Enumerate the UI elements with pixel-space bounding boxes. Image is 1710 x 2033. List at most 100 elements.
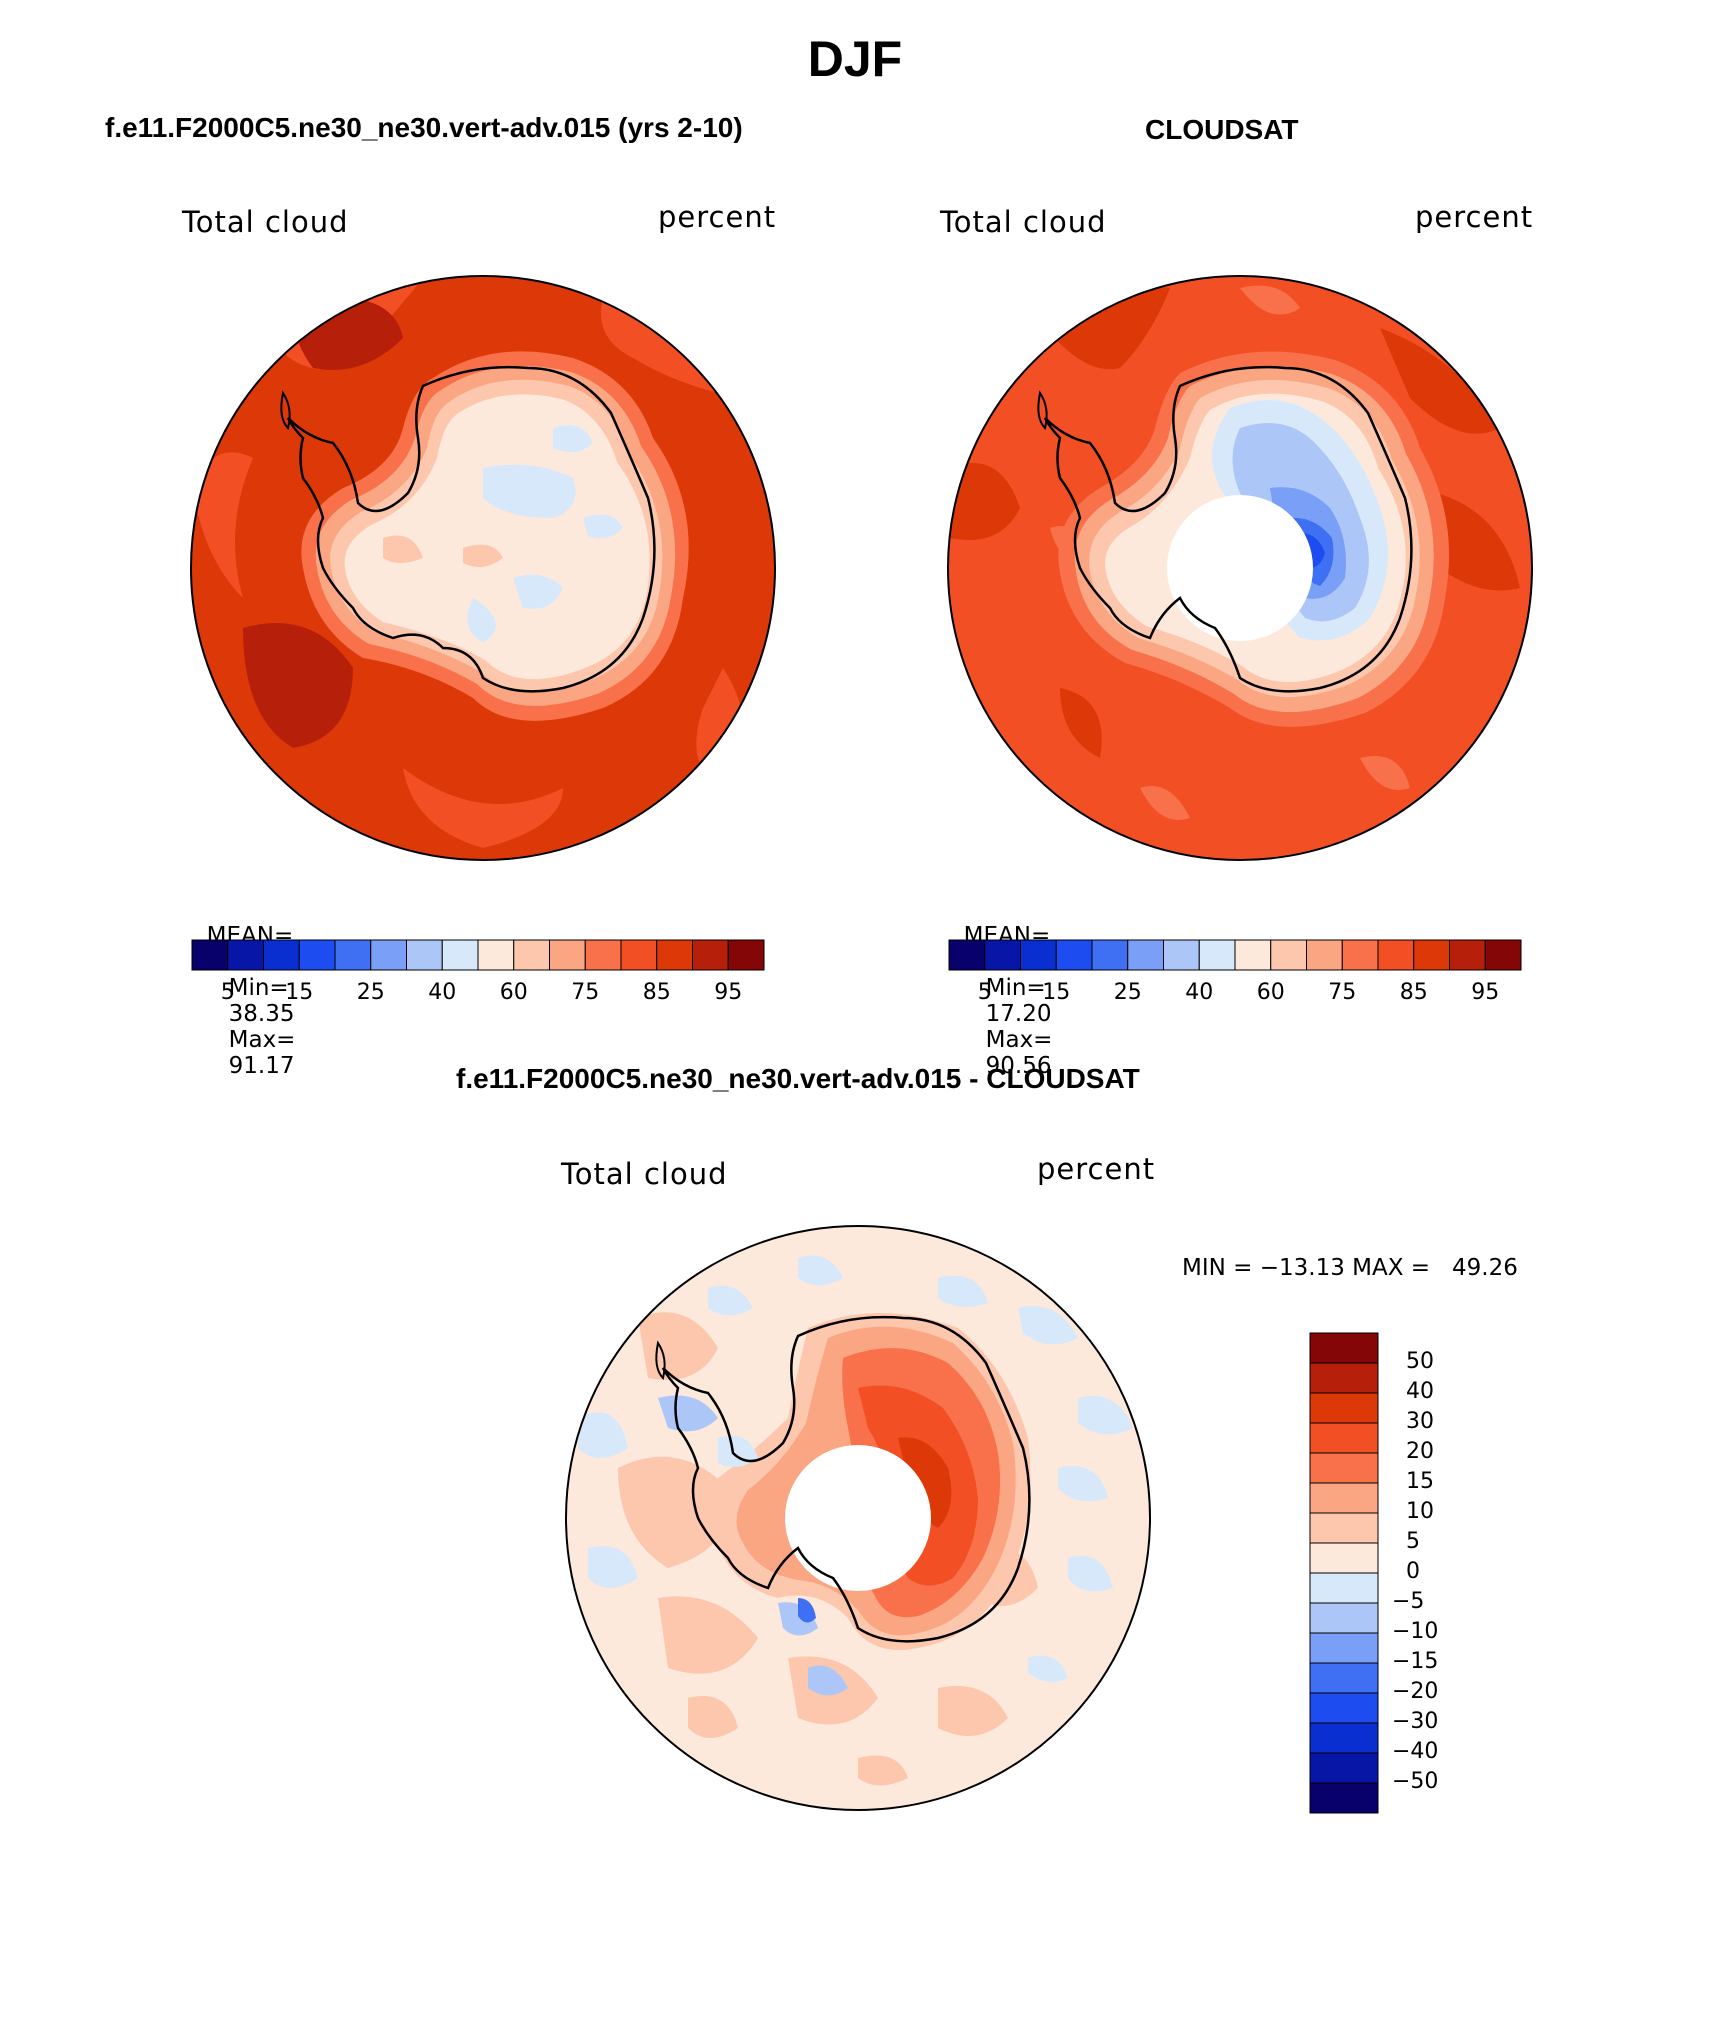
- colorbar-swatch: [1091, 939, 1129, 971]
- colorbar-tick-label: 60: [499, 980, 528, 1005]
- colorbar-swatch: [441, 939, 479, 971]
- colorbar-tick-label: 30: [1406, 1409, 1434, 1434]
- min-value: 38.35: [228, 1001, 295, 1027]
- colorbar-tick-label: 60: [1256, 980, 1285, 1005]
- colorbar-swatch: [1020, 939, 1057, 971]
- min-label: Min=: [985, 975, 1046, 1001]
- colorbar-swatch: [1309, 1452, 1379, 1484]
- colorbar-swatch: [1234, 939, 1272, 971]
- colorbar-tick-label: 15: [1406, 1469, 1434, 1494]
- colorbar-swatch: [1306, 939, 1343, 971]
- colorbar-tick-label: 40: [428, 980, 457, 1005]
- colorbar-tick-label: 85: [642, 980, 671, 1005]
- diff-colorbar: [1309, 1332, 1379, 1814]
- panel-2-title: CLOUDSAT: [1145, 114, 1299, 145]
- colorbar-swatch: [1377, 939, 1415, 971]
- colorbar-tick-label: 15: [285, 980, 314, 1005]
- panel-2-colorbar-ticks: 5 15 25 40 60 75 85 95: [949, 980, 1521, 1010]
- colorbar-swatch: [1309, 1422, 1379, 1454]
- colorbar-tick-label: −50: [1392, 1769, 1439, 1794]
- colorbar-tick-label: −40: [1392, 1739, 1439, 1764]
- colorbar-swatch: [191, 939, 229, 971]
- panel-1-map: [190, 275, 776, 861]
- colorbar-swatch: [584, 939, 622, 971]
- max-label: Max=: [985, 1027, 1053, 1053]
- colorbar-swatch: [727, 939, 765, 971]
- colorbar-swatch: [298, 939, 336, 971]
- colorbar-swatch: [1309, 1692, 1379, 1724]
- colorbar-tick-label: 85: [1399, 980, 1428, 1005]
- colorbar-tick-label: 5: [220, 980, 235, 1005]
- colorbar-tick-label: 10: [1406, 1499, 1434, 1524]
- colorbar-swatch: [1198, 939, 1236, 971]
- colorbar-swatch: [549, 939, 586, 971]
- panel-2-variable-label: Total cloud: [940, 205, 1107, 239]
- min-label: Min=: [228, 975, 289, 1001]
- colorbar-tick-label: 50: [1406, 1349, 1434, 1374]
- colorbar-swatch: [620, 939, 658, 971]
- colorbar-tick-label: −30: [1392, 1709, 1439, 1734]
- colorbar-tick-label: 15: [1042, 980, 1071, 1005]
- colorbar-swatch: [1055, 939, 1093, 971]
- diff-colorbar-ticks: 50 40 30 20 15 10 5 0 −5 −10 −15 −20 −30 −40 −50: [1392, 1333, 1512, 1813]
- panel-2-colorbar: [948, 939, 1522, 971]
- colorbar-swatch: [1309, 1572, 1379, 1604]
- colorbar-swatch: [1309, 1362, 1379, 1394]
- colorbar-swatch: [513, 939, 550, 971]
- panel-2-map: [947, 275, 1533, 861]
- colorbar-tick-label: 5: [1406, 1529, 1420, 1554]
- panel-1-title: f.e11.F2000C5.ne30_ne30.vert-adv.015 (yr…: [105, 112, 743, 143]
- colorbar-swatch: [1309, 1482, 1379, 1514]
- colorbar-swatch: [227, 939, 264, 971]
- panel-1-units-label: percent: [658, 200, 777, 234]
- max-label: Max=: [228, 1027, 296, 1053]
- colorbar-tick-label: 25: [1113, 980, 1142, 1005]
- colorbar-swatch: [1309, 1722, 1379, 1754]
- colorbar-tick-label: 40: [1185, 980, 1214, 1005]
- colorbar-tick-label: 25: [356, 980, 385, 1005]
- diff-minmax: MIN = −13.13 MAX = 49.26: [1182, 1255, 1518, 1281]
- colorbar-swatch: [370, 939, 407, 971]
- colorbar-tick-label: −10: [1392, 1619, 1439, 1644]
- max-value: 90.56: [985, 1053, 1052, 1079]
- colorbar-swatch: [1127, 939, 1164, 971]
- figure-title: DJF: [807, 31, 903, 87]
- colorbar-tick-label: 95: [714, 980, 743, 1005]
- colorbar-swatch: [1270, 939, 1307, 971]
- colorbar-swatch: [334, 939, 372, 971]
- colorbar-tick-label: 75: [1328, 980, 1357, 1005]
- colorbar-tick-label: −20: [1392, 1679, 1439, 1704]
- panel-1-colorbar-ticks: 5 15 25 40 60 75 85 95: [192, 980, 764, 1010]
- min-value: 17.20: [985, 1001, 1052, 1027]
- colorbar-tick-label: −15: [1392, 1649, 1439, 1674]
- colorbar-swatch: [1341, 939, 1379, 971]
- colorbar-tick-label: −5: [1392, 1589, 1425, 1614]
- colorbar-tick-label: 0: [1406, 1559, 1420, 1584]
- colorbar-swatch: [1309, 1332, 1379, 1364]
- colorbar-swatch: [984, 939, 1021, 971]
- colorbar-swatch: [406, 939, 443, 971]
- colorbar-swatch: [1309, 1782, 1379, 1814]
- diff-variable-label: Total cloud: [561, 1157, 728, 1191]
- colorbar-tick-label: 20: [1406, 1439, 1434, 1464]
- panel-2-units-label: percent: [1415, 200, 1534, 234]
- colorbar-swatch: [948, 939, 986, 971]
- colorbar-swatch: [1484, 939, 1522, 971]
- colorbar-tick-label: 40: [1406, 1379, 1434, 1404]
- colorbar-swatch: [692, 939, 729, 971]
- colorbar-swatch: [263, 939, 300, 971]
- colorbar-swatch: [1449, 939, 1486, 971]
- colorbar-swatch: [1309, 1392, 1379, 1424]
- colorbar-swatch: [1309, 1662, 1379, 1694]
- diff-map: [565, 1225, 1151, 1811]
- colorbar-swatch: [1309, 1512, 1379, 1544]
- panel-1-colorbar: [191, 939, 765, 971]
- colorbar-tick-label: 75: [571, 980, 600, 1005]
- colorbar-swatch: [656, 939, 693, 971]
- colorbar-swatch: [1309, 1602, 1379, 1634]
- max-value: 91.17: [228, 1053, 295, 1079]
- colorbar-tick-label: 95: [1471, 980, 1500, 1005]
- panel-1-variable-label: Total cloud: [182, 205, 349, 239]
- diff-panel-title: f.e11.F2000C5.ne30_ne30.vert-adv.015 - C…: [456, 1063, 1140, 1094]
- colorbar-swatch: [1309, 1542, 1379, 1574]
